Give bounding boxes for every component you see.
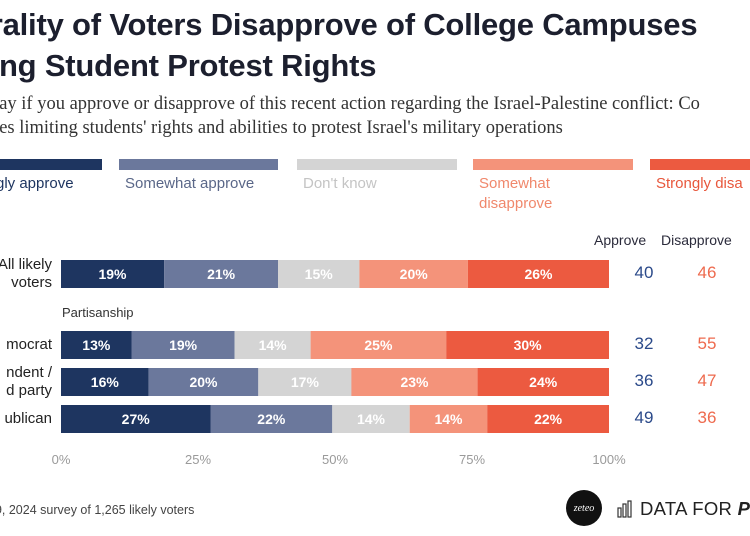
legend-label: Somewhat approve [125, 175, 255, 192]
bar-segment [164, 260, 278, 288]
disapprove-total: 46 [697, 263, 717, 282]
bar-segment [61, 260, 165, 288]
x-tick-label: 0% [52, 452, 71, 467]
x-tick-label: 75% [459, 452, 485, 467]
data-label: 19% [169, 337, 198, 353]
bar-segment [131, 331, 235, 359]
legend-swatch [473, 159, 633, 170]
approve-total: 49 [634, 408, 654, 427]
row-label: ublican [0, 410, 52, 428]
data-label: 22% [534, 411, 563, 427]
footnote: 29, 2024 survey of 1,265 likely voters [0, 503, 195, 517]
legend-label: gly approve [0, 175, 74, 192]
data-label: 13% [82, 337, 111, 353]
data-label: 20% [400, 266, 429, 282]
legend-label: Somewhat disapprove [479, 175, 553, 212]
data-label: 26% [524, 266, 553, 282]
chart-subtitle: say if you approve or disapprove of this… [0, 94, 700, 138]
bar-segment [310, 331, 447, 359]
legend-swatch [650, 159, 750, 170]
bar-segment [446, 331, 609, 359]
dfp-prefix: DATA FOR [640, 498, 738, 519]
bar-segment [467, 260, 609, 288]
dfp-suffix: PRO [737, 498, 750, 519]
row-label-line: d party [6, 382, 52, 399]
bar-segment [351, 368, 478, 396]
row-label-line: voters [11, 274, 52, 291]
bar-segment [148, 368, 259, 396]
approve-total: 32 [634, 334, 654, 353]
data-label: 25% [364, 337, 393, 353]
data-label: 30% [514, 337, 543, 353]
bar-segment [359, 260, 468, 288]
chart-title: urality of Voters Disapprove of College … [0, 7, 698, 83]
bar-segment [234, 331, 311, 359]
data-label: 15% [305, 266, 334, 282]
row-label: All likely voters [0, 256, 52, 292]
row-label: mocrat [0, 336, 52, 354]
data-label: 17% [291, 374, 320, 390]
disapprove-column-header: Disapprove [661, 232, 732, 248]
bar-chart-icon [617, 500, 632, 518]
data-label: 22% [257, 411, 286, 427]
x-tick-label: 100% [592, 452, 626, 467]
legend-swatch [297, 159, 457, 170]
legend-label: Strongly disa [656, 175, 743, 192]
bar-segment [258, 368, 352, 396]
group-label-partisanship: Partisanship [62, 305, 134, 320]
bar-segment [332, 405, 410, 433]
disapprove-total: 47 [697, 371, 717, 390]
data-label: 16% [91, 374, 120, 390]
legend-swatch [119, 159, 278, 170]
row-label-line: ublican [4, 410, 52, 427]
disapprove-total: 55 [697, 334, 717, 353]
bar-segment [61, 331, 132, 359]
data-label: 21% [207, 266, 236, 282]
data-label: 27% [122, 411, 151, 427]
row-label-line: mocrat [6, 336, 52, 353]
data-label: 24% [529, 374, 558, 390]
x-tick-label: 25% [185, 452, 211, 467]
data-label: 14% [357, 411, 386, 427]
legend-label: Don't know [303, 175, 377, 192]
x-tick-label: 50% [322, 452, 348, 467]
bar-segment [61, 368, 149, 396]
bar-segment [409, 405, 488, 433]
disapprove-total: 36 [697, 408, 717, 427]
zeteo-logo: zeteo [566, 490, 602, 526]
row-label: ndent / d party [0, 364, 52, 400]
bar-segment [61, 405, 211, 433]
data-label: 23% [400, 374, 429, 390]
data-label: 20% [189, 374, 218, 390]
approve-column-header: Approve [594, 232, 647, 248]
data-label: 14% [259, 337, 288, 353]
bar-segment [210, 405, 333, 433]
approve-total: 36 [634, 371, 654, 390]
bar-segment [487, 405, 609, 433]
legend-swatch [0, 159, 102, 170]
data-label: 14% [434, 411, 463, 427]
row-label-line: All likely [0, 256, 52, 273]
bar-segment [477, 368, 609, 396]
data-label: 19% [98, 266, 127, 282]
bar-segment [278, 260, 360, 288]
row-label-line: ndent / [6, 364, 52, 381]
data-for-progress-logo: DATA FOR PRO [640, 498, 750, 520]
approve-total: 40 [634, 263, 654, 282]
